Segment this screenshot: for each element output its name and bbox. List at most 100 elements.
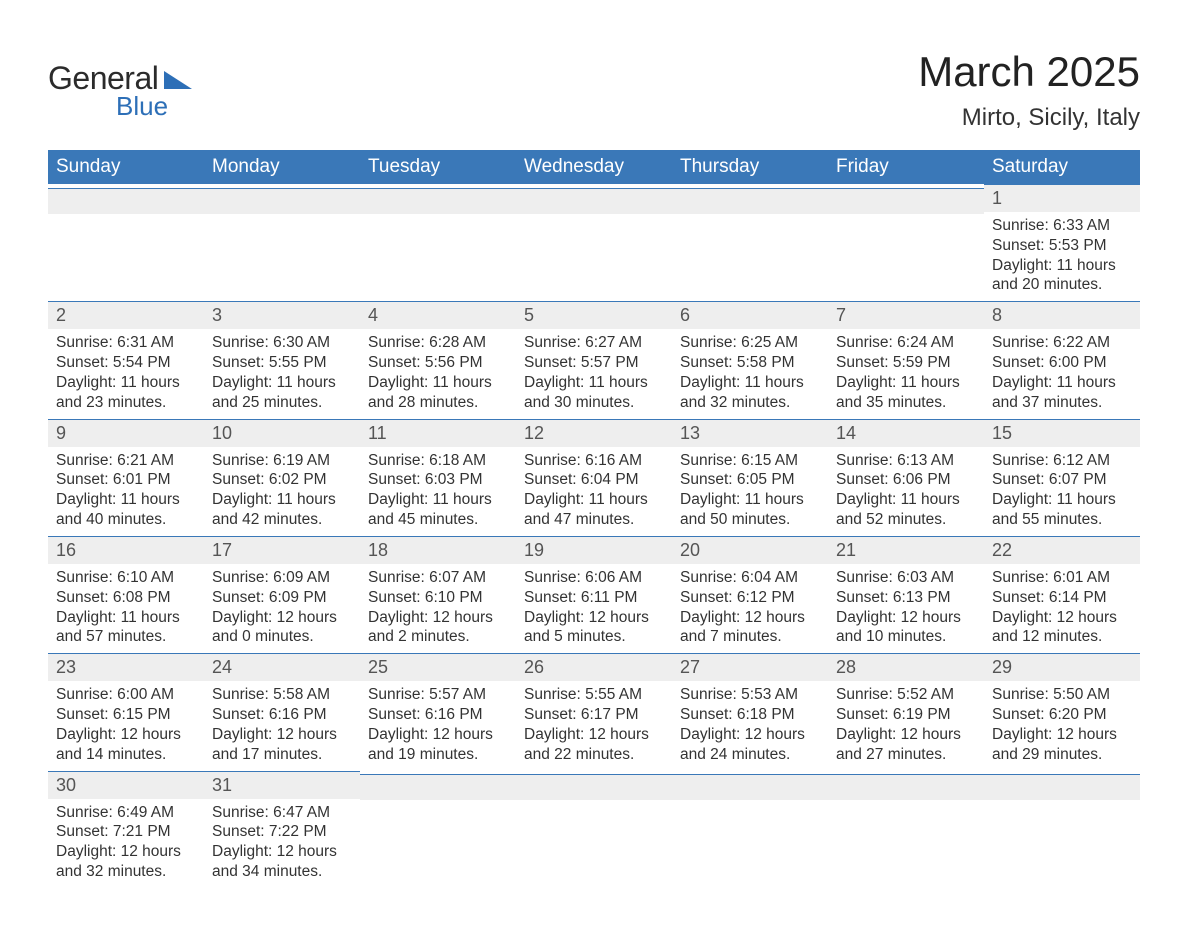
empty-day-body xyxy=(672,214,828,298)
day-details: Sunrise: 6:21 AMSunset: 6:01 PMDaylight:… xyxy=(48,447,204,536)
empty-day-number xyxy=(516,774,672,800)
calendar-cell xyxy=(828,184,984,301)
empty-day-number xyxy=(672,188,828,214)
empty-day-number xyxy=(204,188,360,214)
empty-day-number xyxy=(360,188,516,214)
weekday-header: Sunday xyxy=(48,150,204,184)
empty-day-number xyxy=(360,774,516,800)
calendar-cell: 11Sunrise: 6:18 AMSunset: 6:03 PMDayligh… xyxy=(360,419,516,536)
calendar-cell xyxy=(828,771,984,888)
empty-day-body xyxy=(984,800,1140,884)
day-details: Sunrise: 6:12 AMSunset: 6:07 PMDaylight:… xyxy=(984,447,1140,536)
calendar-cell: 21Sunrise: 6:03 AMSunset: 6:13 PMDayligh… xyxy=(828,536,984,653)
day-number: 4 xyxy=(360,301,516,329)
calendar-cell: 19Sunrise: 6:06 AMSunset: 6:11 PMDayligh… xyxy=(516,536,672,653)
calendar-cell: 2Sunrise: 6:31 AMSunset: 5:54 PMDaylight… xyxy=(48,301,204,418)
calendar-week-row: 30Sunrise: 6:49 AMSunset: 7:21 PMDayligh… xyxy=(48,771,1140,888)
brand-triangle-icon xyxy=(164,71,192,89)
weekday-header: Wednesday xyxy=(516,150,672,184)
empty-day-number xyxy=(828,188,984,214)
empty-day-body xyxy=(516,800,672,884)
calendar-cell: 27Sunrise: 5:53 AMSunset: 6:18 PMDayligh… xyxy=(672,653,828,770)
empty-day-number xyxy=(672,774,828,800)
day-number: 13 xyxy=(672,419,828,447)
empty-day-body xyxy=(828,214,984,298)
day-details: Sunrise: 6:13 AMSunset: 6:06 PMDaylight:… xyxy=(828,447,984,536)
day-details: Sunrise: 6:49 AMSunset: 7:21 PMDaylight:… xyxy=(48,799,204,888)
day-number: 8 xyxy=(984,301,1140,329)
day-number: 29 xyxy=(984,653,1140,681)
day-number: 23 xyxy=(48,653,204,681)
calendar-week-row: 23Sunrise: 6:00 AMSunset: 6:15 PMDayligh… xyxy=(48,653,1140,770)
day-details: Sunrise: 6:18 AMSunset: 6:03 PMDaylight:… xyxy=(360,447,516,536)
empty-day-number xyxy=(516,188,672,214)
calendar-week-row: 2Sunrise: 6:31 AMSunset: 5:54 PMDaylight… xyxy=(48,301,1140,418)
day-number: 2 xyxy=(48,301,204,329)
empty-day-body xyxy=(204,214,360,298)
brand-name-part2: Blue xyxy=(116,91,192,122)
day-number: 9 xyxy=(48,419,204,447)
calendar-cell: 14Sunrise: 6:13 AMSunset: 6:06 PMDayligh… xyxy=(828,419,984,536)
calendar-cell xyxy=(672,771,828,888)
empty-day-body xyxy=(516,214,672,298)
calendar-cell xyxy=(516,184,672,301)
day-number: 20 xyxy=(672,536,828,564)
day-details: Sunrise: 6:22 AMSunset: 6:00 PMDaylight:… xyxy=(984,329,1140,418)
day-details: Sunrise: 6:01 AMSunset: 6:14 PMDaylight:… xyxy=(984,564,1140,653)
calendar-cell: 26Sunrise: 5:55 AMSunset: 6:17 PMDayligh… xyxy=(516,653,672,770)
day-number: 21 xyxy=(828,536,984,564)
calendar-cell: 4Sunrise: 6:28 AMSunset: 5:56 PMDaylight… xyxy=(360,301,516,418)
weekday-header: Friday xyxy=(828,150,984,184)
weekday-header: Tuesday xyxy=(360,150,516,184)
calendar-cell: 23Sunrise: 6:00 AMSunset: 6:15 PMDayligh… xyxy=(48,653,204,770)
day-details: Sunrise: 5:50 AMSunset: 6:20 PMDaylight:… xyxy=(984,681,1140,770)
calendar-cell: 18Sunrise: 6:07 AMSunset: 6:10 PMDayligh… xyxy=(360,536,516,653)
day-number: 12 xyxy=(516,419,672,447)
calendar-cell xyxy=(48,184,204,301)
calendar-cell: 30Sunrise: 6:49 AMSunset: 7:21 PMDayligh… xyxy=(48,771,204,888)
calendar-cell: 25Sunrise: 5:57 AMSunset: 6:16 PMDayligh… xyxy=(360,653,516,770)
calendar-cell: 1Sunrise: 6:33 AMSunset: 5:53 PMDaylight… xyxy=(984,184,1140,301)
calendar-cell: 7Sunrise: 6:24 AMSunset: 5:59 PMDaylight… xyxy=(828,301,984,418)
day-details: Sunrise: 5:53 AMSunset: 6:18 PMDaylight:… xyxy=(672,681,828,770)
calendar-cell: 17Sunrise: 6:09 AMSunset: 6:09 PMDayligh… xyxy=(204,536,360,653)
day-details: Sunrise: 6:06 AMSunset: 6:11 PMDaylight:… xyxy=(516,564,672,653)
day-number: 17 xyxy=(204,536,360,564)
calendar-cell: 22Sunrise: 6:01 AMSunset: 6:14 PMDayligh… xyxy=(984,536,1140,653)
empty-day-body xyxy=(48,214,204,298)
day-details: Sunrise: 6:31 AMSunset: 5:54 PMDaylight:… xyxy=(48,329,204,418)
calendar-week-row: 16Sunrise: 6:10 AMSunset: 6:08 PMDayligh… xyxy=(48,536,1140,653)
location-subtitle: Mirto, Sicily, Italy xyxy=(918,104,1140,132)
day-details: Sunrise: 5:57 AMSunset: 6:16 PMDaylight:… xyxy=(360,681,516,770)
calendar-cell: 12Sunrise: 6:16 AMSunset: 6:04 PMDayligh… xyxy=(516,419,672,536)
calendar-cell: 24Sunrise: 5:58 AMSunset: 6:16 PMDayligh… xyxy=(204,653,360,770)
calendar-cell: 31Sunrise: 6:47 AMSunset: 7:22 PMDayligh… xyxy=(204,771,360,888)
empty-day-number xyxy=(828,774,984,800)
calendar-week-row: 9Sunrise: 6:21 AMSunset: 6:01 PMDaylight… xyxy=(48,419,1140,536)
day-details: Sunrise: 6:09 AMSunset: 6:09 PMDaylight:… xyxy=(204,564,360,653)
calendar-cell: 29Sunrise: 5:50 AMSunset: 6:20 PMDayligh… xyxy=(984,653,1140,770)
calendar-cell xyxy=(984,771,1140,888)
day-details: Sunrise: 6:27 AMSunset: 5:57 PMDaylight:… xyxy=(516,329,672,418)
calendar-table: SundayMondayTuesdayWednesdayThursdayFrid… xyxy=(48,150,1140,888)
calendar-cell xyxy=(516,771,672,888)
day-details: Sunrise: 5:55 AMSunset: 6:17 PMDaylight:… xyxy=(516,681,672,770)
day-number: 28 xyxy=(828,653,984,681)
calendar-cell xyxy=(360,771,516,888)
day-number: 27 xyxy=(672,653,828,681)
calendar-cell: 5Sunrise: 6:27 AMSunset: 5:57 PMDaylight… xyxy=(516,301,672,418)
day-details: Sunrise: 6:03 AMSunset: 6:13 PMDaylight:… xyxy=(828,564,984,653)
day-details: Sunrise: 6:16 AMSunset: 6:04 PMDaylight:… xyxy=(516,447,672,536)
title-block: March 2025 Mirto, Sicily, Italy xyxy=(918,48,1140,132)
day-number: 5 xyxy=(516,301,672,329)
day-details: Sunrise: 5:58 AMSunset: 6:16 PMDaylight:… xyxy=(204,681,360,770)
calendar-cell xyxy=(672,184,828,301)
day-details: Sunrise: 6:10 AMSunset: 6:08 PMDaylight:… xyxy=(48,564,204,653)
month-title: March 2025 xyxy=(918,48,1140,96)
day-number: 15 xyxy=(984,419,1140,447)
calendar-cell: 15Sunrise: 6:12 AMSunset: 6:07 PMDayligh… xyxy=(984,419,1140,536)
calendar-cell xyxy=(204,184,360,301)
day-number: 19 xyxy=(516,536,672,564)
calendar-cell: 3Sunrise: 6:30 AMSunset: 5:55 PMDaylight… xyxy=(204,301,360,418)
day-details: Sunrise: 6:30 AMSunset: 5:55 PMDaylight:… xyxy=(204,329,360,418)
